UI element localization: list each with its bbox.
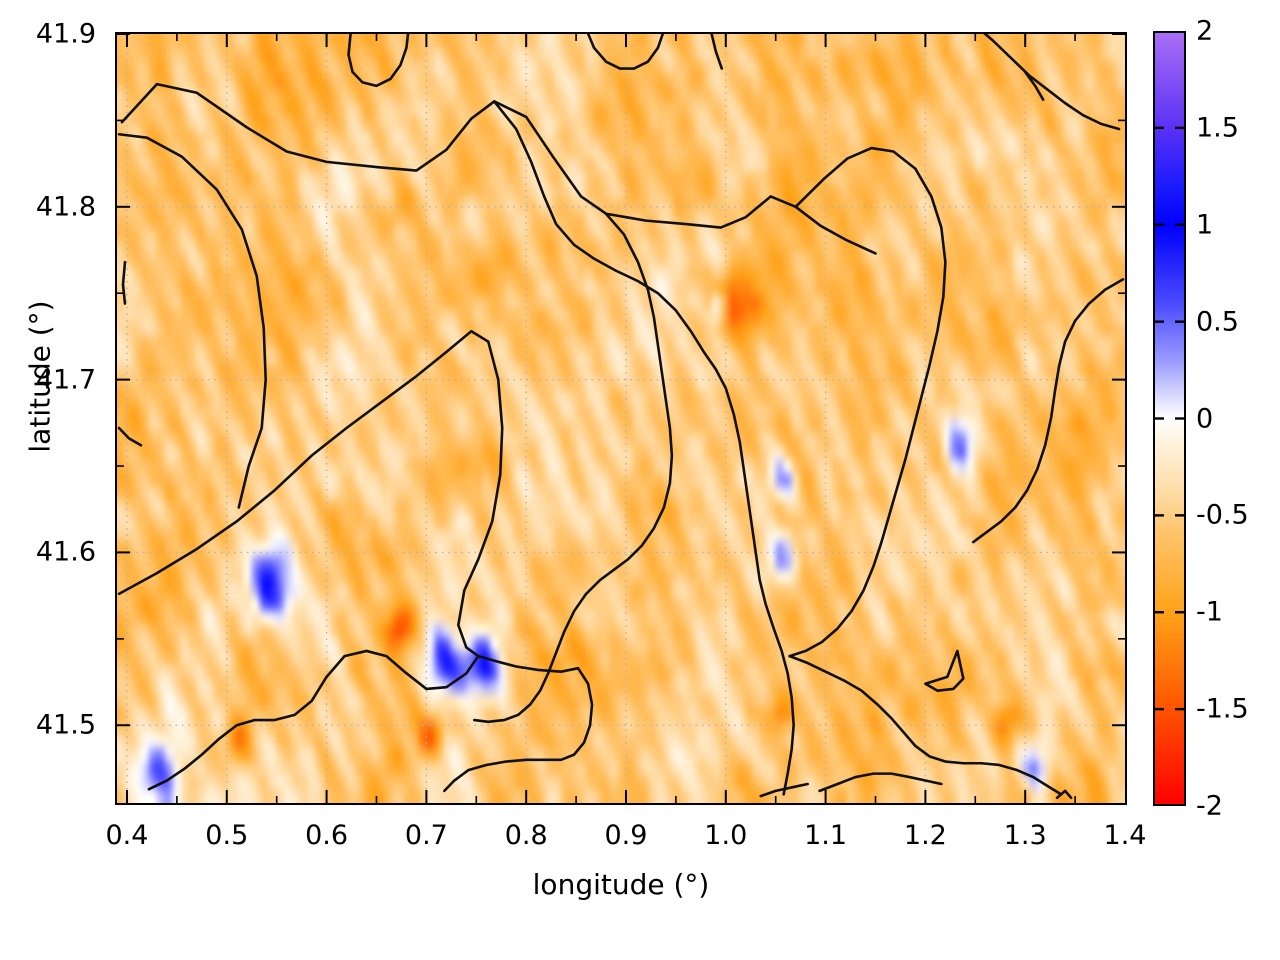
colorbar-tick-label: 0 xyxy=(1196,403,1214,434)
colorbar-tick-marks xyxy=(1155,126,1184,711)
x-tick-label: 0.6 xyxy=(305,820,349,851)
coastline-overlay xyxy=(117,34,1125,800)
colorbar-tick-label: -2 xyxy=(1196,790,1223,822)
colorbar-tick-label: -1.5 xyxy=(1196,693,1249,725)
colorbar-tick-label: 0.5 xyxy=(1196,306,1239,338)
y-tick-label: 41.5 xyxy=(35,709,96,741)
grid-lines xyxy=(117,34,1125,803)
coastline-southeast-shore xyxy=(818,772,943,793)
coastline-east-edge-line xyxy=(971,278,1125,544)
colorbar-tick-label: -1 xyxy=(1196,596,1223,628)
coastline-southwest-short xyxy=(117,426,143,447)
x-axis-title: longitude (°) xyxy=(532,868,710,901)
coastline-northeast-arc xyxy=(788,146,947,658)
coastline-east-main xyxy=(492,100,795,796)
coastline-east-corner-spur xyxy=(1055,789,1073,800)
colorbar-tick-label: -0.5 xyxy=(1196,499,1249,531)
colorbar-tick-label: 2 xyxy=(1196,15,1214,47)
coastline-mid-valley xyxy=(443,654,594,793)
y-axis-title: latitude (°) xyxy=(23,300,57,453)
colorbar-tick-label: 1 xyxy=(1196,209,1214,241)
heatmap-field xyxy=(117,34,1125,803)
coastline-central-divide xyxy=(117,132,267,509)
x-tick-label: 1.0 xyxy=(704,820,748,851)
colorbar-tick-label: 1.5 xyxy=(1196,112,1239,144)
coastline-ne-isolated xyxy=(1023,70,1045,101)
coastline-north-notch-left xyxy=(347,34,410,88)
coastline-far-northeast xyxy=(983,34,1121,131)
y-tick-label: 41.8 xyxy=(35,191,96,223)
y-tick-label: 41.6 xyxy=(35,536,96,568)
coastline-north-tick-right xyxy=(710,34,724,70)
coastline-left-edge-short xyxy=(121,260,127,305)
x-tick-label: 0.8 xyxy=(504,820,548,851)
coastline-southeast-coast xyxy=(788,654,1063,796)
y-tick-label: 41.9 xyxy=(35,18,96,50)
coastline-lake-polygon xyxy=(924,649,965,692)
x-tick-label: 1.3 xyxy=(1003,820,1047,851)
x-tick-label: 0.7 xyxy=(404,820,448,851)
x-tick-label: 1.2 xyxy=(903,820,947,851)
y-tick-label: 41.7 xyxy=(35,364,96,396)
coastline-east-branch xyxy=(472,212,674,724)
axis-tick-marks xyxy=(117,34,1125,803)
x-tick-label: 0.4 xyxy=(105,820,149,851)
coastline-valley-line xyxy=(147,649,480,791)
coastline-north-notch-mid xyxy=(586,34,665,70)
x-tick-label: 1.4 xyxy=(1103,820,1147,851)
x-tick-label: 0.9 xyxy=(604,820,648,851)
x-tick-label: 1.1 xyxy=(804,820,848,851)
coastline-northern-boundary xyxy=(120,82,877,255)
coastline-southern-ridge xyxy=(117,329,504,658)
x-tick-label: 0.5 xyxy=(205,820,249,851)
coastline-south-shore xyxy=(759,782,809,798)
plot-panel xyxy=(115,32,1127,805)
colorbar xyxy=(1153,31,1186,806)
